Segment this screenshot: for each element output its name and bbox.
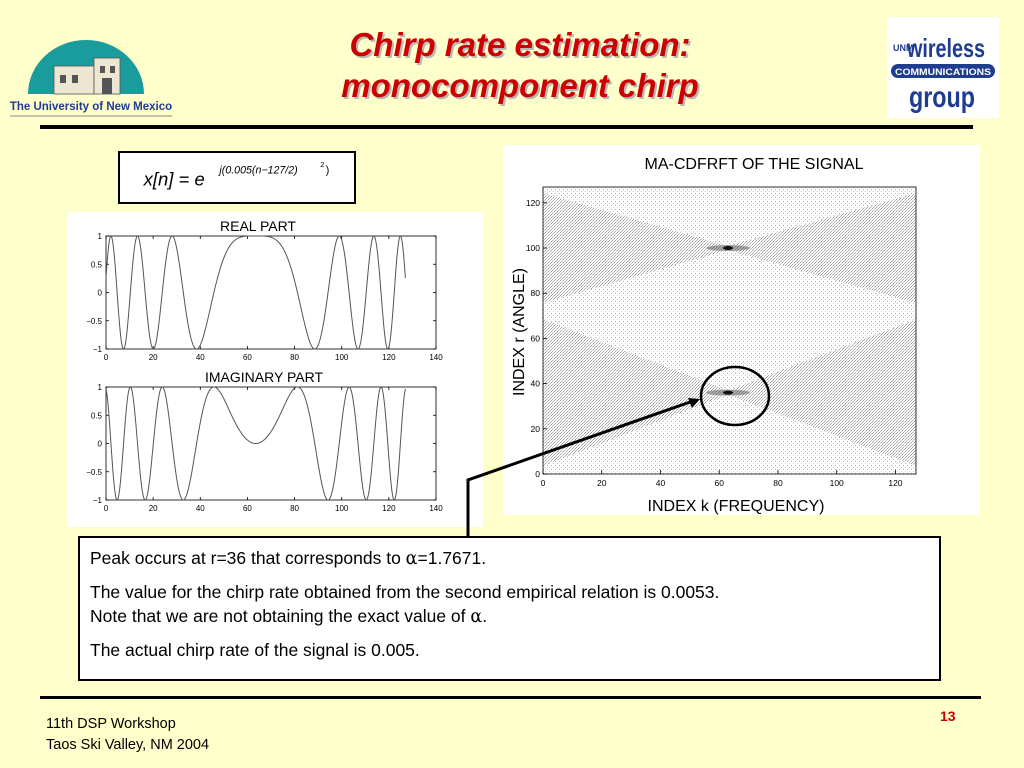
explanation-paragraph-2: The value for the chirp rate obtained fr…: [90, 580, 929, 629]
heatmap-y-label: INDEX r (ANGLE): [511, 268, 528, 396]
bottom-divider: [40, 696, 981, 699]
page-number: 13: [940, 708, 956, 724]
slide-title: Chirp rate estimation: monocomponent chi…: [200, 24, 840, 106]
footer-event: 11th DSP Workshop: [46, 716, 176, 732]
real-part-title: REAL PART: [220, 218, 296, 234]
heatmap-x-tick-label: 40: [656, 478, 666, 488]
heatmap-x-tick-label: 0: [541, 478, 546, 488]
equation-exponent: j(0.005(n−127/2): [217, 164, 297, 176]
heatmap-title: MA-CDFRFT OF THE SIGNAL: [645, 156, 864, 173]
heatmap-x-tick-label: 100: [830, 478, 844, 488]
explanation-paragraph-3: The actual chirp rate of the signal is 0…: [90, 640, 420, 660]
heatmap-peak-1: [723, 390, 734, 395]
real-part-plot: REAL PART 0 20 40 60 80 100 120 140 1 0.5 0 −0.5 −1: [86, 218, 443, 362]
real-y-tick-label: −1: [93, 345, 103, 354]
imag-x-tick-label: 20: [149, 504, 158, 513]
real-y-tick-label: 0.5: [91, 260, 103, 269]
real-y-tick-label: 0: [98, 289, 103, 298]
heatmap-axes-frame: [542, 186, 917, 475]
real-x-tick-label: 140: [429, 353, 443, 362]
real-x-tick-label: 40: [196, 353, 205, 362]
imag-x-tick-label: 40: [196, 504, 205, 513]
heatmap-y-tick-label: 20: [531, 424, 541, 434]
p1-text: Peak occurs at r=36 that corresponds to: [90, 548, 406, 568]
real-x-tick-label: 20: [149, 353, 158, 362]
heatmap-y-tick-label: 120: [526, 198, 540, 208]
real-x-tick-label: 80: [290, 353, 299, 362]
imag-y-tick-label: 1: [98, 383, 103, 392]
explanation-paragraph-1: Peak occurs at r=36 that corresponds to …: [90, 546, 929, 571]
heatmap-peak-2: [723, 246, 734, 251]
real-x-tick-label: 0: [104, 353, 109, 362]
real-x-tick-label: 60: [243, 353, 252, 362]
real-y-tick-label: −0.5: [86, 317, 102, 326]
real-x-tick-label: 120: [382, 353, 396, 362]
imag-x-tick-label: 60: [243, 504, 252, 513]
explanation-box: Peak occurs at r=36 that corresponds to …: [78, 536, 941, 681]
heatmap-y-tick-label: 40: [531, 379, 541, 389]
imag-x-tick-label: 140: [429, 504, 443, 513]
arrow-head-icon: [688, 398, 700, 408]
imag-y-tick-label: 0: [98, 440, 103, 449]
imaginary-part-plot: IMAGINARY PART 0 20 40 60 80 100 120 140 1 0.5 0 −0…: [86, 369, 443, 513]
slide-title-line-1: Chirp rate estimation:: [349, 26, 691, 63]
heatmap-y-tick-label: 100: [526, 243, 540, 253]
heatmap-y-tick-label: 0: [535, 469, 540, 479]
equation-box: x[n] = e j(0.005(n−127/2) 2 ): [118, 151, 356, 204]
university-logo-text: The University of New Mexico: [10, 101, 172, 113]
heatmap-y-tick-label: 60: [531, 333, 541, 343]
logo-group-text: group: [909, 81, 975, 114]
wireless-group-logo: UNM wireless COMMUNICATIONS group: [887, 17, 999, 118]
real-y-tick-label: 1: [98, 232, 103, 241]
heatmap-x-tick-label: 60: [714, 478, 724, 488]
university-logo: The University of New Mexico: [10, 40, 172, 117]
imag-x-tick-label: 0: [104, 504, 109, 513]
imag-x-tick-label: 120: [382, 504, 396, 513]
equation-exponent-power: 2: [320, 160, 324, 169]
logo-wireless-text: wireless: [906, 33, 985, 63]
imag-y-tick-label: 0.5: [91, 411, 103, 420]
top-divider: [40, 125, 973, 129]
imag-y-tick-label: −0.5: [86, 468, 102, 477]
heatmap-x-tick-label: 20: [597, 478, 607, 488]
peak-pointer-arrow: [466, 399, 694, 536]
logo-communications-text: COMMUNICATIONS: [895, 67, 991, 78]
heatmap-x-label: INDEX k (FREQUENCY): [648, 498, 825, 515]
chirp-time-plots: REAL PART 0 20 40 60 80 100 120 14010.50−0.5−1 …: [67, 212, 483, 527]
real-series-line: [105, 235, 406, 350]
heatmap-x-tick-label: 120: [888, 478, 902, 488]
equation-exponent-close: ): [326, 164, 330, 176]
imaginary-part-title: IMAGINARY PART: [205, 369, 323, 385]
heatmap-y-tick-label: 80: [531, 288, 541, 298]
logo-unm-text: UNM: [893, 43, 914, 53]
real-x-tick-label: 100: [335, 353, 349, 362]
peak-highlight-circle: [699, 365, 771, 427]
p2-line-2: Note that we are not obtaining the exact…: [90, 606, 471, 626]
alpha-symbol: α: [405, 549, 418, 569]
p2-line-1: The value for the chirp rate obtained fr…: [90, 582, 720, 602]
imag-x-tick-label: 100: [335, 504, 349, 513]
imag-x-tick-label: 80: [290, 504, 299, 513]
p1-text-end: =1.7671.: [417, 548, 487, 568]
imag-series-line: [105, 386, 406, 501]
heatmap-x-tick-label: 80: [773, 478, 783, 488]
equation-lhs: x[n] = e: [143, 168, 205, 189]
fractional-fourier-plot: MA-CDFRFT OF THE SIGNAL 0 20 40 60 80 100 120 0…: [503, 145, 980, 515]
p2-line-2-end: .: [482, 606, 488, 626]
slide-title-line-2: monocomponent chirp: [341, 67, 699, 104]
imag-y-tick-label: −1: [93, 496, 103, 505]
footer-location: Taos Ski Valley, NM 2004: [46, 737, 210, 753]
alpha-symbol: α: [470, 607, 483, 627]
